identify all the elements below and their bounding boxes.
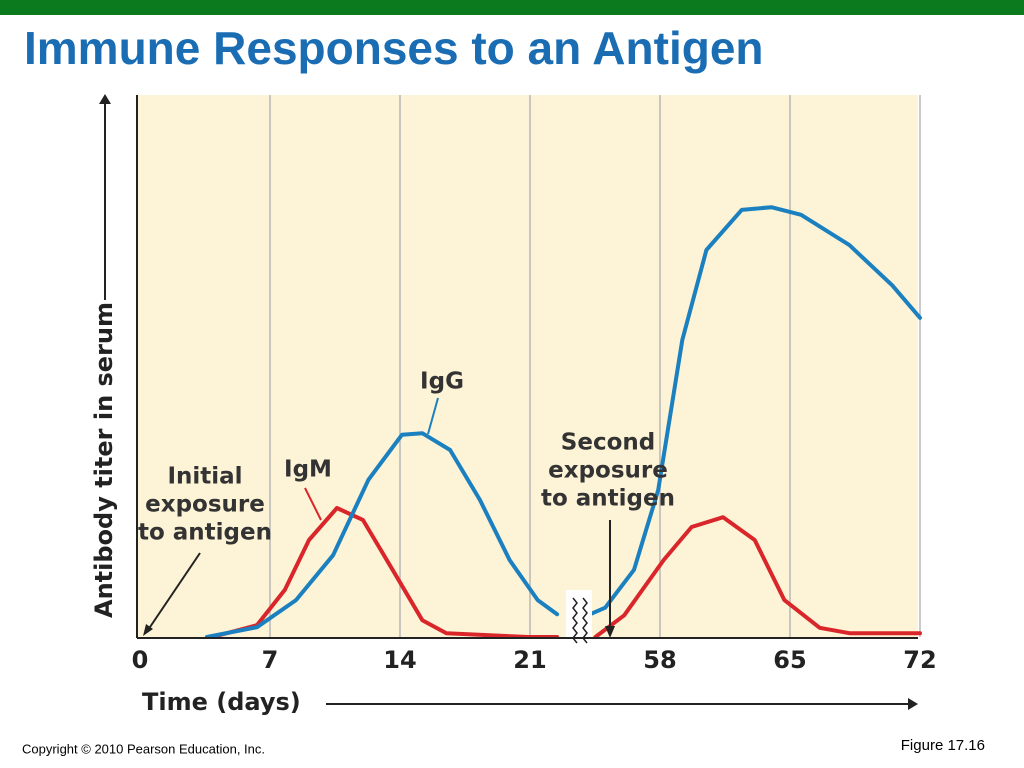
x-tick-label: 65 bbox=[773, 646, 806, 674]
annotation: Second bbox=[561, 430, 655, 456]
annotation: exposure bbox=[145, 492, 265, 518]
x-tick-label: 7 bbox=[262, 646, 279, 674]
figure-number: Figure 17.16 bbox=[901, 737, 985, 754]
x-tick-label: 72 bbox=[903, 646, 936, 674]
x-tick-label: 0 bbox=[132, 646, 149, 674]
series-line bbox=[204, 205, 922, 639]
top-bar bbox=[0, 0, 1024, 15]
annotation: Initial bbox=[167, 464, 242, 490]
x-axis-arrowhead bbox=[908, 698, 918, 710]
x-tick-label: 21 bbox=[513, 646, 546, 674]
chart-title: Immune Responses to an Antigen bbox=[24, 22, 764, 74]
x-tick-label: 58 bbox=[643, 646, 676, 674]
igg-pointer bbox=[427, 397, 439, 435]
series-line bbox=[210, 506, 922, 639]
annotation: to antigen bbox=[541, 486, 675, 512]
series-label: IgG bbox=[420, 369, 464, 395]
igm-pointer bbox=[304, 487, 322, 521]
copyright: Copyright © 2010 Pearson Education, Inc. bbox=[22, 741, 265, 756]
x-tick-label: 14 bbox=[383, 646, 416, 674]
curves bbox=[204, 205, 922, 639]
axis-break-gap bbox=[566, 590, 592, 642]
x-axis-label: Time (days) bbox=[142, 688, 301, 716]
axis-break bbox=[582, 597, 588, 644]
annotation: to antigen bbox=[138, 520, 272, 546]
pointer-arrow bbox=[147, 552, 201, 631]
y-axis-label: Antibody titer in serum bbox=[90, 302, 118, 618]
pointer-arrowhead bbox=[143, 624, 153, 636]
grid bbox=[269, 95, 921, 637]
annotation: exposure bbox=[548, 458, 668, 484]
y-axis-arrowhead bbox=[99, 94, 111, 104]
pointer-arrowhead bbox=[605, 626, 615, 638]
series-label: IgM bbox=[284, 457, 332, 483]
axis-break bbox=[572, 597, 578, 644]
plot-area bbox=[137, 95, 918, 638]
